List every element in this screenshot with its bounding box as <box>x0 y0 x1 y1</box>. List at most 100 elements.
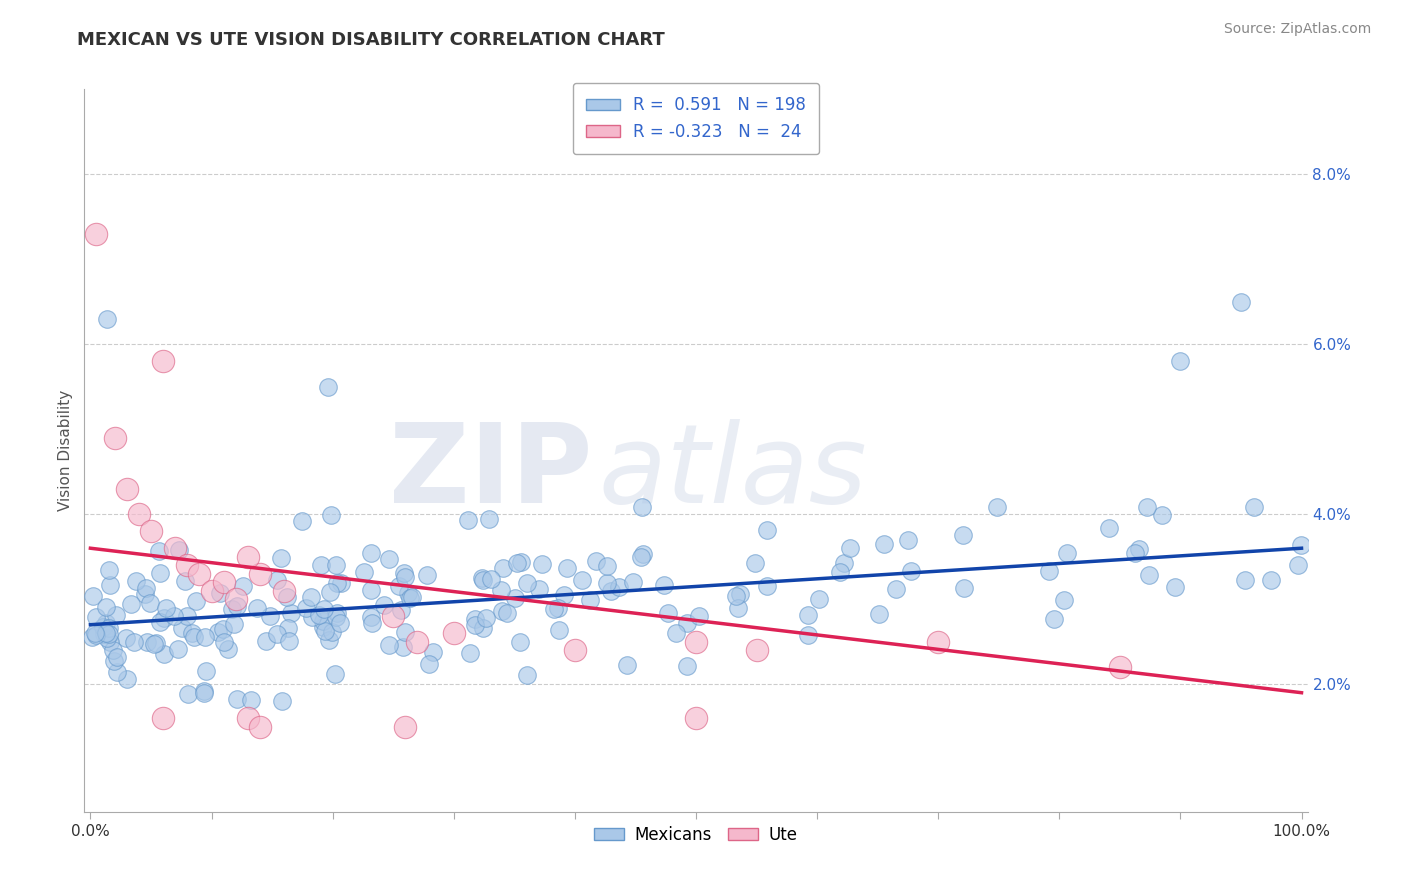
Point <box>396 586 419 600</box>
Point <box>318 633 340 648</box>
Point <box>103 654 125 668</box>
Point <box>392 566 415 580</box>
Point <box>756 579 779 593</box>
Point <box>1152 508 1174 522</box>
Point <box>149 615 172 629</box>
Point <box>952 582 974 596</box>
Point <box>1230 294 1253 309</box>
Point <box>183 630 205 644</box>
Point <box>155 600 177 615</box>
Point <box>195 664 218 678</box>
Point <box>145 636 167 650</box>
Point <box>326 606 349 620</box>
Point <box>207 625 229 640</box>
Point <box>401 590 423 604</box>
Point <box>221 602 243 616</box>
Point <box>868 607 890 621</box>
Point <box>1289 538 1312 552</box>
Point <box>745 643 768 657</box>
Point <box>98 621 121 635</box>
Point <box>509 635 531 649</box>
Point <box>516 576 538 591</box>
Point <box>360 615 382 630</box>
Point <box>84 628 107 642</box>
Text: ZIP: ZIP <box>388 418 592 525</box>
Point <box>1098 520 1121 534</box>
Point <box>952 528 974 542</box>
Point <box>120 597 142 611</box>
Point <box>378 638 401 652</box>
Point <box>124 574 146 588</box>
Point <box>176 558 198 573</box>
Point <box>416 568 439 582</box>
Point <box>115 672 138 686</box>
Point <box>547 601 569 615</box>
Point <box>266 573 288 587</box>
Point <box>728 587 751 601</box>
Point <box>685 634 707 648</box>
Point <box>1137 568 1160 582</box>
Point <box>82 589 104 603</box>
Point <box>98 635 121 649</box>
Point <box>139 596 162 610</box>
Point <box>321 624 343 639</box>
Point <box>86 227 108 241</box>
Point <box>271 694 294 708</box>
Point <box>105 665 128 679</box>
Point <box>1163 580 1185 594</box>
Point <box>530 558 553 572</box>
Point <box>153 611 176 625</box>
Point <box>1056 546 1078 560</box>
Point <box>254 634 277 648</box>
Point <box>291 515 314 529</box>
Point <box>98 578 121 592</box>
Point <box>225 599 247 614</box>
Point <box>564 643 586 657</box>
Point <box>194 630 217 644</box>
Point <box>323 667 346 681</box>
Point <box>212 622 235 636</box>
Point <box>1123 546 1146 560</box>
Point <box>1108 660 1130 674</box>
Point <box>325 558 347 572</box>
Point <box>184 593 207 607</box>
Point <box>596 558 619 573</box>
Point <box>301 610 323 624</box>
Point <box>808 591 831 606</box>
Point <box>148 543 170 558</box>
Point <box>96 631 118 645</box>
Point <box>312 619 335 633</box>
Point <box>478 512 501 526</box>
Point <box>1233 573 1256 587</box>
Point <box>727 601 749 615</box>
Point <box>616 658 638 673</box>
Point <box>756 523 779 537</box>
Point <box>1136 500 1159 514</box>
Point <box>555 560 578 574</box>
Point <box>115 482 138 496</box>
Point <box>84 625 107 640</box>
Point <box>491 604 513 618</box>
Point <box>505 591 527 605</box>
Point <box>309 558 332 572</box>
Point <box>418 657 440 671</box>
Point <box>177 687 200 701</box>
Point <box>93 620 115 634</box>
Point <box>273 583 295 598</box>
Point <box>276 591 298 605</box>
Point <box>266 627 288 641</box>
Point <box>188 566 211 581</box>
Legend: Mexicans, Ute: Mexicans, Ute <box>588 819 804 850</box>
Point <box>105 607 128 622</box>
Point <box>80 630 103 644</box>
Text: atlas: atlas <box>598 418 866 525</box>
Point <box>136 635 159 649</box>
Point <box>1260 574 1282 588</box>
Point <box>128 507 150 521</box>
Point <box>84 610 107 624</box>
Point <box>927 634 949 648</box>
Point <box>652 578 675 592</box>
Point <box>329 615 352 630</box>
Point <box>676 616 699 631</box>
Point <box>607 580 630 594</box>
